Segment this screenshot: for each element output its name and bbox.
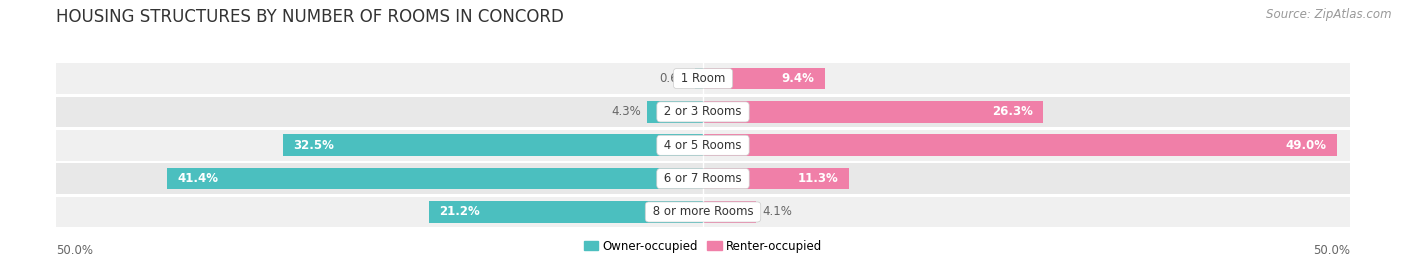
Text: 32.5%: 32.5% <box>292 139 333 152</box>
Text: 4.1%: 4.1% <box>762 206 793 218</box>
Bar <box>703 168 849 189</box>
Text: 50.0%: 50.0% <box>56 244 93 257</box>
Bar <box>56 163 1350 194</box>
Bar <box>703 68 824 89</box>
Text: 1 Room: 1 Room <box>676 72 730 85</box>
Text: 41.4%: 41.4% <box>177 172 219 185</box>
Text: 9.4%: 9.4% <box>782 72 814 85</box>
Text: 6 or 7 Rooms: 6 or 7 Rooms <box>661 172 745 185</box>
Text: 4.3%: 4.3% <box>612 105 641 118</box>
Bar <box>167 168 703 189</box>
Bar <box>703 201 756 223</box>
Bar <box>56 63 1350 94</box>
Bar <box>695 68 703 89</box>
Bar <box>703 101 1043 123</box>
Text: 2 or 3 Rooms: 2 or 3 Rooms <box>661 105 745 118</box>
Legend: Owner-occupied, Renter-occupied: Owner-occupied, Renter-occupied <box>579 235 827 258</box>
Text: 4 or 5 Rooms: 4 or 5 Rooms <box>661 139 745 152</box>
Bar <box>429 201 703 223</box>
Text: HOUSING STRUCTURES BY NUMBER OF ROOMS IN CONCORD: HOUSING STRUCTURES BY NUMBER OF ROOMS IN… <box>56 8 564 26</box>
Text: 50.0%: 50.0% <box>1313 244 1350 257</box>
Text: Source: ZipAtlas.com: Source: ZipAtlas.com <box>1267 8 1392 21</box>
Bar <box>703 134 1337 156</box>
Text: 11.3%: 11.3% <box>799 172 839 185</box>
Text: 21.2%: 21.2% <box>439 206 479 218</box>
Bar <box>283 134 703 156</box>
Text: 0.6%: 0.6% <box>659 72 689 85</box>
Text: 49.0%: 49.0% <box>1285 139 1326 152</box>
Bar <box>56 97 1350 127</box>
Bar <box>56 197 1350 227</box>
Text: 26.3%: 26.3% <box>993 105 1033 118</box>
Bar <box>56 130 1350 161</box>
Text: 8 or more Rooms: 8 or more Rooms <box>648 206 758 218</box>
Bar <box>647 101 703 123</box>
